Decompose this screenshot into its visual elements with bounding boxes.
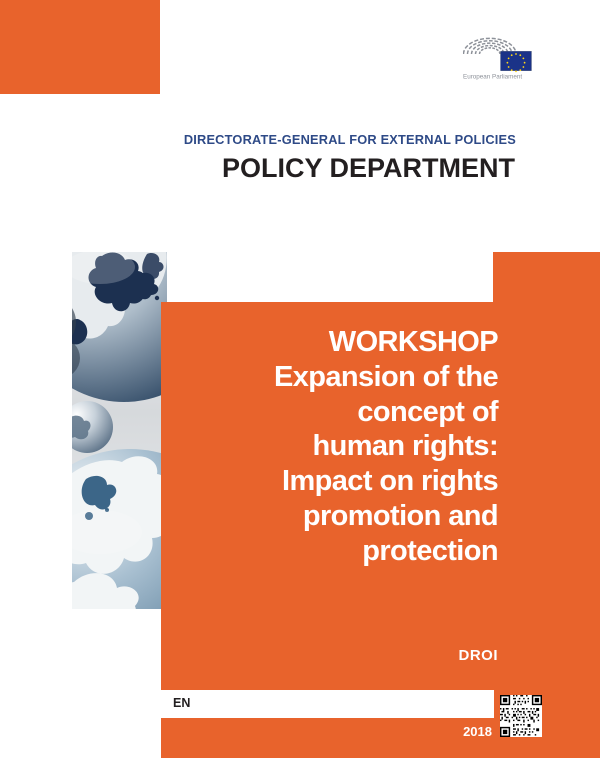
svg-text:European Parliament: European Parliament [463, 74, 522, 81]
